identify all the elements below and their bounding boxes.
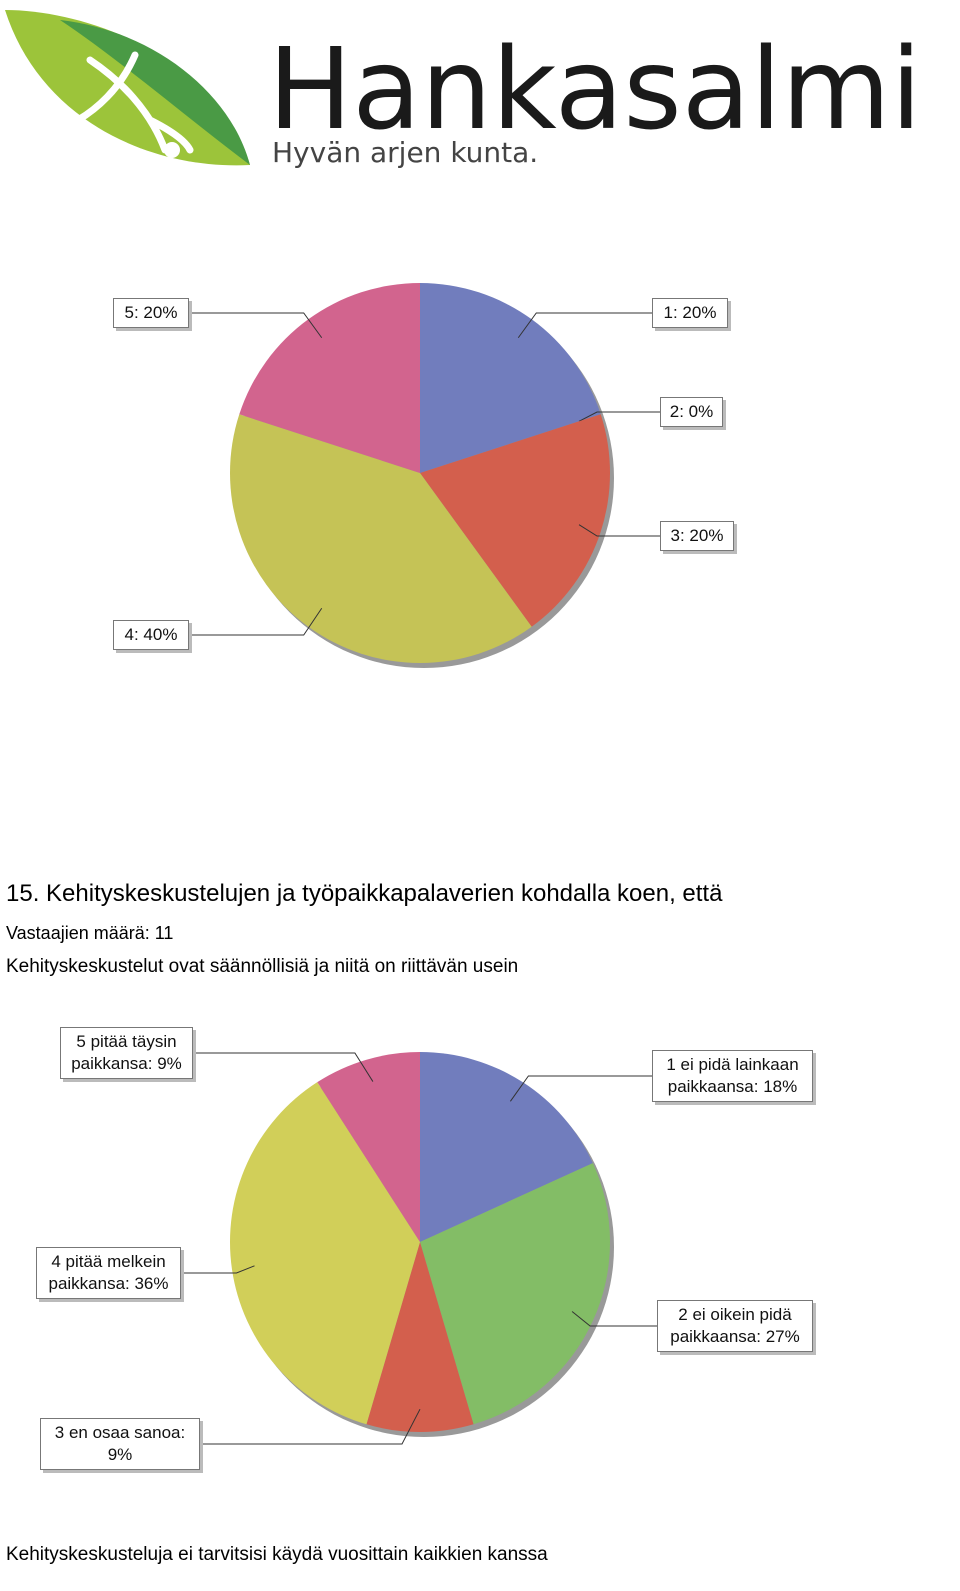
respondent-count: Vastaajien määrä: 11 [6, 923, 174, 943]
pie-slice [239, 283, 420, 473]
slice-label: 2: 0% [660, 397, 723, 427]
question-title: 15. Kehityskeskustelujen ja työpaikkapal… [6, 880, 723, 907]
logo-tagline: Hyvän arjen kunta. [272, 136, 538, 169]
next-title: Kehityskeskusteluja ei tarvitsisi käydä … [6, 1544, 548, 1565]
slice-label: 3 en osaa sanoa: 9% [40, 1418, 200, 1470]
pie-slice [317, 1052, 420, 1242]
leader-line [189, 607, 323, 636]
leader-line [578, 411, 660, 422]
leader-line [189, 312, 323, 339]
slice-label: 1 ei pidä lainkaan paikkaansa: 18% [652, 1050, 813, 1102]
slice-label: 3: 20% [660, 521, 734, 551]
slice-label: 1: 20% [652, 298, 728, 328]
leader-line [509, 1075, 652, 1102]
pie-slice [366, 1242, 474, 1433]
pie-slice [230, 414, 532, 664]
slice-label: 4 pitää melkein paikkansa: 36% [36, 1247, 181, 1299]
leader-line [200, 1408, 421, 1445]
slice-label: 5: 20% [113, 298, 189, 328]
chart-title: Kehityskeskustelut ovat säännöllisiä ja … [6, 956, 519, 977]
pie-slice [420, 283, 601, 473]
leader-line [181, 1265, 255, 1274]
pie-slice [420, 414, 610, 627]
pie-slice [420, 1052, 593, 1242]
leader-line [571, 1311, 657, 1327]
pie-slice [230, 1082, 420, 1425]
leader-line [517, 312, 652, 339]
slice-label: 4: 40% [113, 620, 189, 650]
logo-name: Hankasalmi [268, 25, 922, 155]
pie-slice [420, 1163, 610, 1425]
leader-line [193, 1052, 374, 1082]
leader-line [578, 524, 660, 537]
slice-label: 5 pitää täysin paikkansa: 9% [60, 1027, 193, 1079]
slice-label: 2 ei oikein pidä paikkaansa: 27% [657, 1300, 813, 1352]
logo-leaf [5, 10, 250, 166]
